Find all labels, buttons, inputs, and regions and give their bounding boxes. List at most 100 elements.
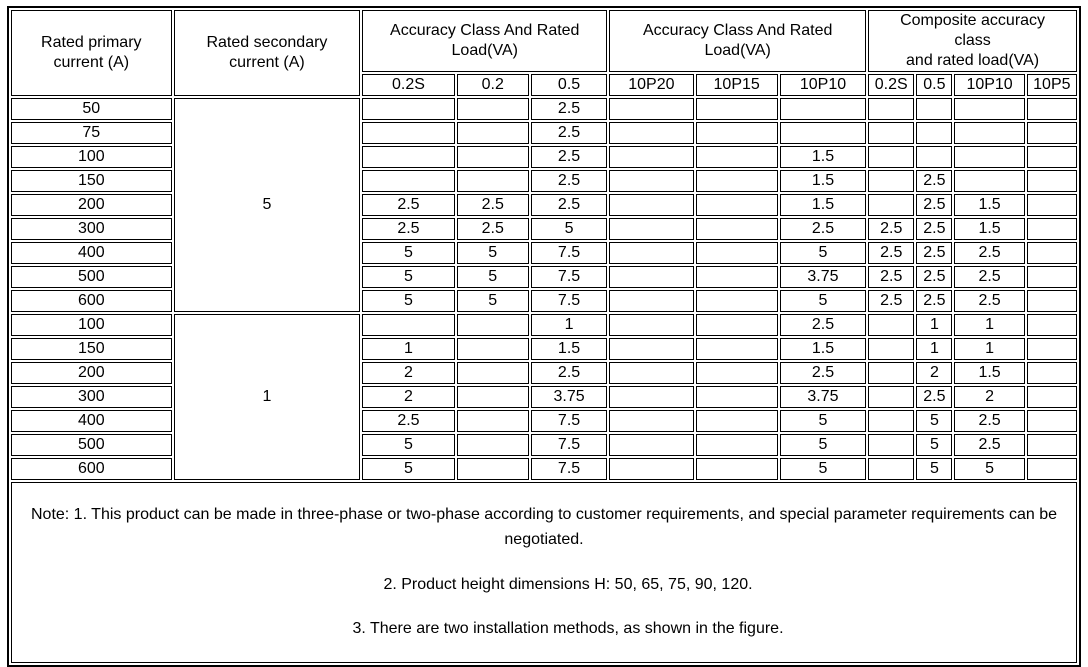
value-cell xyxy=(609,290,694,312)
value-cell xyxy=(609,458,694,480)
value-cell: 5 xyxy=(916,458,953,480)
value-cell xyxy=(609,122,694,144)
value-cell: 2.5 xyxy=(530,122,608,144)
value-cell xyxy=(695,314,778,336)
primary-current-cell: 150 xyxy=(11,170,172,192)
value-cell xyxy=(868,146,915,168)
value-cell: 5 xyxy=(362,458,455,480)
value-cell: 1.5 xyxy=(779,194,867,216)
value-cell xyxy=(609,434,694,456)
value-cell xyxy=(362,98,455,120)
value-cell: 2.5 xyxy=(916,290,953,312)
header-group-row: Rated primary current (A) Rated secondar… xyxy=(11,10,1077,96)
primary-current-cell: 300 xyxy=(11,218,172,240)
value-cell: 2.5 xyxy=(456,218,529,240)
value-cell: 5 xyxy=(916,434,953,456)
value-cell xyxy=(954,122,1025,144)
table-row: 75 2.5 xyxy=(11,122,1077,144)
value-cell: 1.5 xyxy=(954,194,1025,216)
primary-current-cell: 50 xyxy=(11,98,172,120)
value-cell xyxy=(1026,218,1077,240)
value-cell xyxy=(1026,146,1077,168)
value-cell xyxy=(609,98,694,120)
value-cell xyxy=(1026,242,1077,264)
value-cell: 5 xyxy=(456,290,529,312)
value-cell xyxy=(695,122,778,144)
ratings-spec-table: Rated primary current (A) Rated secondar… xyxy=(7,6,1081,667)
table-row: 500 5 7.5 5 5 2.5 xyxy=(11,434,1077,456)
table-row: 400 2.5 7.5 5 5 2.5 xyxy=(11,410,1077,432)
value-cell xyxy=(868,338,915,360)
value-cell: 2.5 xyxy=(530,98,608,120)
subcol-comp-0-2s: 0.2S xyxy=(868,74,915,96)
value-cell: 1 xyxy=(954,314,1025,336)
value-cell xyxy=(695,266,778,288)
header-secondary-current: Rated secondary current (A) xyxy=(173,10,361,96)
value-cell: 2.5 xyxy=(954,242,1025,264)
value-cell: 5 xyxy=(779,290,867,312)
value-cell: 2 xyxy=(916,362,953,384)
value-cell xyxy=(609,194,694,216)
value-cell xyxy=(695,338,778,360)
value-cell xyxy=(1026,266,1077,288)
value-cell: 2.5 xyxy=(916,218,953,240)
value-cell xyxy=(868,362,915,384)
value-cell: 2.5 xyxy=(779,218,867,240)
primary-current-cell: 100 xyxy=(11,146,172,168)
value-cell xyxy=(695,434,778,456)
value-cell xyxy=(1026,98,1077,120)
value-cell xyxy=(1026,338,1077,360)
value-cell xyxy=(868,98,915,120)
value-cell xyxy=(868,314,915,336)
value-cell: 7.5 xyxy=(530,290,608,312)
primary-current-cell: 500 xyxy=(11,434,172,456)
value-cell: 2.5 xyxy=(954,290,1025,312)
subcol-0-2: 0.2 xyxy=(456,74,529,96)
secondary-current-cell: 1 xyxy=(173,314,361,480)
value-cell: 2.5 xyxy=(362,218,455,240)
value-cell: 2.5 xyxy=(362,410,455,432)
value-cell: 2.5 xyxy=(530,362,608,384)
value-cell xyxy=(1026,434,1077,456)
value-cell xyxy=(868,458,915,480)
value-cell: 3.75 xyxy=(530,386,608,408)
notes-row: Note: 1. This product can be made in thr… xyxy=(11,482,1077,664)
value-cell xyxy=(456,122,529,144)
value-cell: 5 xyxy=(779,434,867,456)
value-cell xyxy=(916,146,953,168)
value-cell: 2 xyxy=(362,362,455,384)
value-cell xyxy=(609,338,694,360)
table-header: Rated primary current (A) Rated secondar… xyxy=(11,10,1077,96)
value-cell xyxy=(609,170,694,192)
value-cell xyxy=(362,122,455,144)
value-cell: 7.5 xyxy=(530,434,608,456)
table-row: 50 5 2.5 xyxy=(11,98,1077,312)
value-cell: 5 xyxy=(362,290,455,312)
header-primary-current: Rated primary current (A) xyxy=(11,10,172,96)
value-cell xyxy=(456,146,529,168)
subcol-10p10: 10P10 xyxy=(779,74,867,96)
table-body: 50 5 2.5 75 2.5 100 2.5 1.5 150 2.5 1.5 2.5 200 2.5 2.… xyxy=(11,98,1077,480)
value-cell xyxy=(695,386,778,408)
primary-current-cell: 300 xyxy=(11,386,172,408)
value-cell xyxy=(609,242,694,264)
value-cell: 5 xyxy=(456,266,529,288)
value-cell: 5 xyxy=(916,410,953,432)
table-row: 500 5 5 7.5 3.75 2.5 2.5 2.5 xyxy=(11,266,1077,288)
value-cell: 3.75 xyxy=(779,266,867,288)
value-cell: 2.5 xyxy=(530,194,608,216)
value-cell xyxy=(456,170,529,192)
value-cell xyxy=(695,290,778,312)
value-cell xyxy=(695,458,778,480)
value-cell: 2.5 xyxy=(779,362,867,384)
table-row: 600 5 7.5 5 5 5 xyxy=(11,458,1077,480)
value-cell: 1.5 xyxy=(779,338,867,360)
value-cell xyxy=(868,410,915,432)
value-cell: 1.5 xyxy=(779,146,867,168)
value-cell xyxy=(695,98,778,120)
header-accuracy-group-1: Accuracy Class And Rated Load(VA) xyxy=(362,10,608,72)
subcol-10p20: 10P20 xyxy=(609,74,694,96)
value-cell xyxy=(868,194,915,216)
table-row: 300 2 3.75 3.75 2.5 2 xyxy=(11,386,1077,408)
value-cell xyxy=(868,386,915,408)
